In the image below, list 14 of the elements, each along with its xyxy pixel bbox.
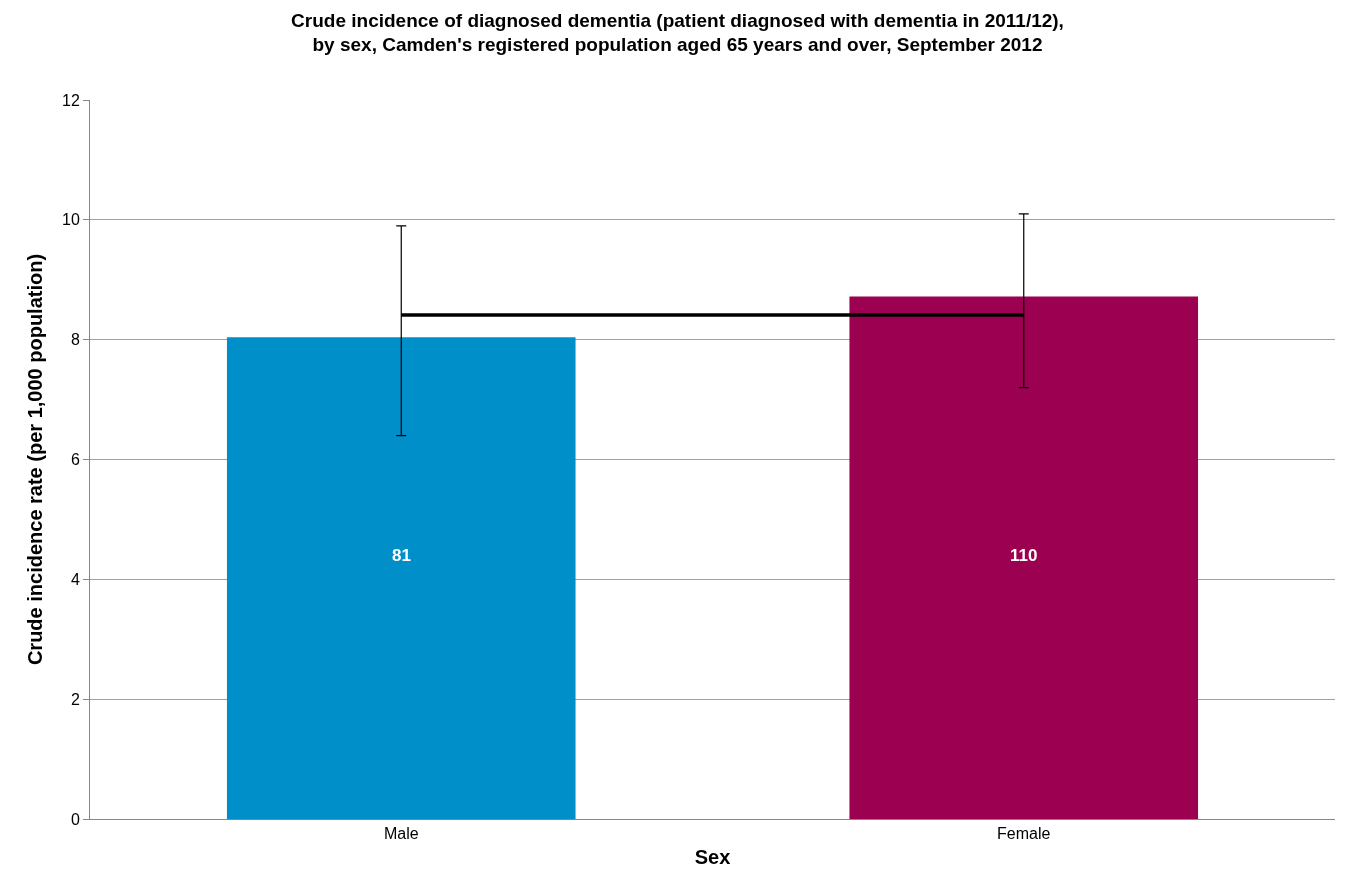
y-tick-label: 8 <box>70 331 80 349</box>
y-axis-title: Crude incidence rate (per 1,000 population) <box>23 253 46 666</box>
x-tick-label: Female <box>997 825 1051 843</box>
y-tick-label: 0 <box>70 810 80 828</box>
y-tick-label: 12 <box>62 91 80 109</box>
x-axis-title: Sex <box>694 845 731 868</box>
y-tick-label: 2 <box>70 690 80 708</box>
annotation: 81 <box>392 546 411 565</box>
y-tick-label: 10 <box>62 211 80 229</box>
x-tick-label: Male <box>383 825 419 843</box>
y-tick-label: 4 <box>70 570 80 588</box>
y-tick-label: 6 <box>70 451 80 469</box>
chart-title: Crude incidence of diagnosed dementia (patient diagnosed with dementia in 2011/12), by sex, Camden's registered population aged 65 years and over, September 2012 <box>291 9 1064 56</box>
annotation: 110 <box>1010 546 1038 565</box>
